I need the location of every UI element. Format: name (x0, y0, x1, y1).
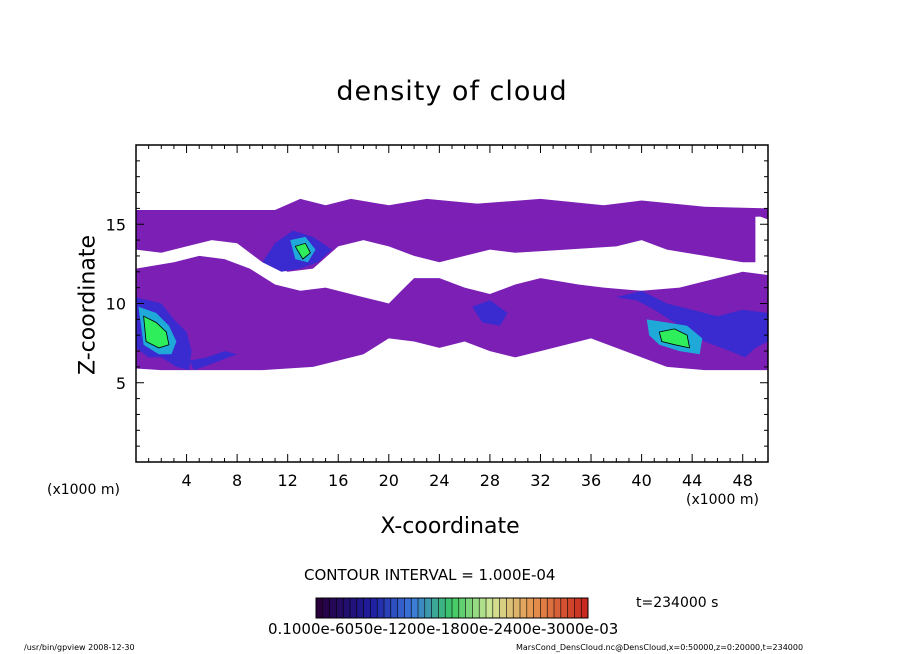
contour-region-faint-1 (257, 198, 768, 234)
colorbar-cell (411, 598, 419, 618)
colorbar-cell (316, 598, 324, 618)
colorbar-cell (540, 598, 548, 618)
x-tick-label: 16 (328, 471, 348, 490)
colorbar-cell (452, 598, 460, 618)
colorbar-cell (520, 598, 528, 618)
colorbar-cell (560, 598, 569, 618)
colorbar-cell (486, 598, 494, 618)
colorbar-cell (384, 598, 392, 618)
x-tick-label: 4 (181, 471, 191, 490)
colorbar-cell (397, 598, 405, 618)
colorbar-cell (322, 598, 331, 618)
colorbar-cell (513, 598, 521, 618)
y-tick-label: 15 (106, 215, 126, 234)
colorbar-cell (458, 598, 467, 618)
colorbar-cell (445, 598, 453, 618)
colorbar-cell (547, 598, 555, 618)
footer-right: MarsCond_DensCloud.nc@DensCloud,x=0:5000… (516, 643, 804, 652)
colorbar-cell (343, 598, 351, 618)
x-tick-label: 24 (429, 471, 449, 490)
colorbar-cell (377, 598, 385, 618)
contour-region-low-4 (189, 351, 238, 371)
x-tick-label: 20 (379, 471, 399, 490)
colorbar-cell (554, 598, 562, 618)
contour-region-high-1 (294, 242, 311, 260)
x-unit-label-right: (x1000 m) (686, 492, 759, 508)
colorbar-cell (363, 598, 371, 618)
colorbar-cell (404, 598, 412, 618)
x-tick-label: 48 (733, 471, 753, 490)
colorbar-cell (431, 598, 439, 618)
contour-interval: CONTOUR INTERVAL = 1.000E-04 (304, 566, 556, 584)
contour-region-high-2 (658, 328, 691, 349)
colorbar-cell (499, 598, 507, 618)
colorbar-cell (438, 598, 446, 618)
x-axis-label: X-coordinate (380, 514, 520, 539)
colorbar-cell (574, 598, 582, 618)
contour-fill-group (136, 198, 768, 371)
colorbar-tick-labels: 0.1000e-6050e-1200e-1800e-2400e-3000e-03 (268, 620, 619, 638)
x-tick-label: 12 (278, 471, 298, 490)
colorbar-cell (526, 598, 535, 618)
contour-region-low-3 (472, 300, 508, 326)
colorbar-cell (370, 598, 378, 618)
x-tick-label: 40 (631, 471, 651, 490)
contour-region-faint-2 (136, 255, 768, 371)
colorbar-cell (479, 598, 487, 618)
colorbar-cell (533, 598, 541, 618)
x-tick-label: 44 (682, 471, 702, 490)
contour-region-low-2 (616, 290, 768, 358)
footer-left: /usr/bin/gpview 2008-12-30 (24, 643, 135, 652)
x-unit-label-left: (x1000 m) (47, 482, 120, 498)
x-tick-label: 36 (581, 471, 601, 490)
colorbar-cell (418, 598, 426, 618)
colorbar-cell (567, 598, 575, 618)
x-tick-label: 28 (480, 471, 500, 490)
colorbar-cell (424, 598, 433, 618)
x-tick-label: 32 (530, 471, 550, 490)
contour-region-high-0 (143, 315, 170, 349)
colorbar-cell (336, 598, 344, 618)
colorbar-cell (492, 598, 501, 618)
colorbar-cell (350, 598, 358, 618)
x-tick-label: 8 (232, 471, 242, 490)
colorbar-cell (390, 598, 399, 618)
y-tick-label: 5 (116, 374, 126, 393)
y-axis-label: Z-coordinate (75, 235, 101, 375)
colorbar-frame (315, 597, 589, 619)
colorbar-cell (465, 598, 473, 618)
colorbar-cell (329, 598, 337, 618)
colorbar-cell (356, 598, 365, 618)
y-tick-label: 10 (106, 295, 126, 314)
time-label: t=234000 s (636, 595, 719, 611)
colorbar-cell (472, 598, 480, 618)
colorbar-cell (581, 598, 589, 618)
colorbar-cell (506, 598, 514, 618)
chart-title: density of cloud (336, 76, 568, 107)
